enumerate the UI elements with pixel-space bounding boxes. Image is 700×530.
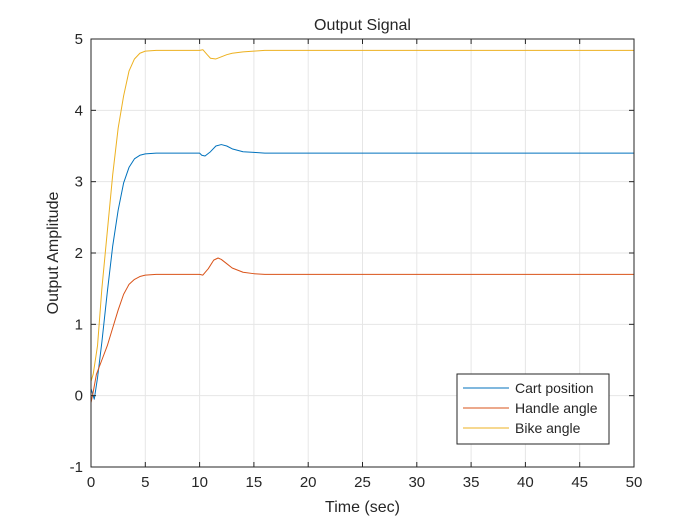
- y-tick-label: 4: [75, 102, 83, 119]
- series-group: [90, 49, 634, 403]
- x-tick-label: 15: [246, 474, 263, 491]
- x-tick-label: 0: [87, 474, 95, 491]
- x-tick-label: 45: [571, 474, 588, 491]
- series-line-3: [90, 49, 634, 382]
- legend-box: [456, 373, 610, 445]
- x-tick-label: 50: [626, 474, 643, 491]
- x-tick-label: 20: [300, 474, 317, 491]
- legend-entry-label: Handle angle: [515, 400, 598, 416]
- y-tick-label: -1: [70, 459, 83, 476]
- chart-title: Output Signal: [314, 17, 411, 34]
- y-tick-label: 3: [75, 174, 83, 191]
- y-tick-label: 2: [75, 245, 83, 262]
- y-axis-label: Output Amplitude: [45, 192, 62, 315]
- x-tick-label: 10: [191, 474, 208, 491]
- y-tick-label: 0: [75, 388, 83, 405]
- x-tick-label: 35: [463, 474, 480, 491]
- legend-entry-label: Cart position: [515, 380, 594, 396]
- legend-entry-label: Bike angle: [515, 420, 581, 436]
- x-tick-label: 25: [354, 474, 371, 491]
- series-line-1: [90, 144, 634, 400]
- x-tick-label: 5: [141, 474, 149, 491]
- x-tick-label: 40: [517, 474, 534, 491]
- legend: Cart position Handle angle Bike angle: [456, 373, 610, 445]
- y-tick-label: 1: [75, 316, 83, 333]
- x-tick-label: 30: [408, 474, 425, 491]
- series-line-2: [90, 257, 634, 403]
- y-tick-label: 5: [75, 31, 83, 48]
- x-axis-label: Time (sec): [325, 499, 400, 516]
